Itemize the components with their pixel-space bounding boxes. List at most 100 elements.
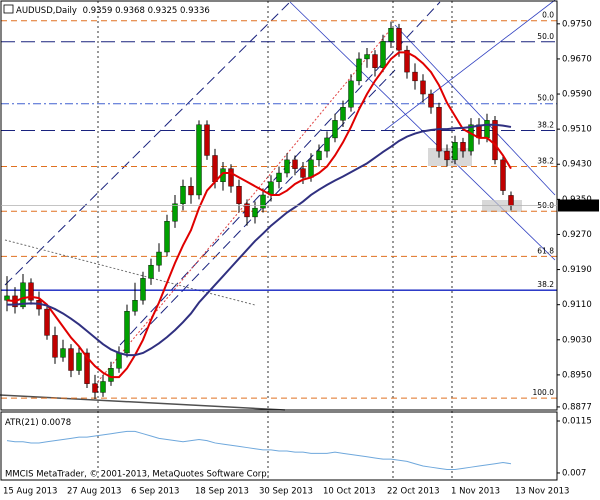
level-label: 50.0 xyxy=(537,32,554,41)
y-tick-label: 0.9190 xyxy=(562,265,592,275)
x-tick-label: 22 Oct 2013 xyxy=(387,487,440,497)
candle-body xyxy=(180,185,186,204)
candle-body xyxy=(28,282,34,301)
atr-value: 0.0078 xyxy=(41,418,71,428)
candle-body xyxy=(404,49,410,73)
candle-body xyxy=(84,352,90,384)
candle-body xyxy=(116,352,122,369)
candle-body xyxy=(444,150,450,161)
candle-body xyxy=(348,80,354,108)
candle-body xyxy=(276,172,282,183)
candle-body xyxy=(20,282,26,308)
candle-body xyxy=(252,207,258,218)
candle-body xyxy=(388,28,394,42)
candle-body xyxy=(340,106,346,121)
channel-line xyxy=(394,24,556,196)
level-label: 38.2 xyxy=(537,120,554,129)
candle-body xyxy=(412,71,418,82)
y-tick-label: 0.9110 xyxy=(562,300,592,310)
x-tick-label: 13 Nov 2013 xyxy=(515,487,569,497)
high: 0.9368 xyxy=(115,6,145,16)
candle-body xyxy=(92,383,98,393)
candle-body xyxy=(380,41,386,68)
level-label: 100.0 xyxy=(533,388,555,397)
candle-body xyxy=(500,159,506,191)
x-tick-label: 1 Nov 2013 xyxy=(451,487,500,497)
candle-body xyxy=(68,348,74,371)
candle-body xyxy=(372,54,378,68)
current-price-box xyxy=(558,199,599,212)
candle-body xyxy=(492,120,498,161)
low: 0.9325 xyxy=(148,6,178,16)
channel-line xyxy=(4,239,256,306)
candle-body xyxy=(396,28,402,51)
header-text: AUDUSD,Daily 0.9359 0.9368 0.9325 0.9336 xyxy=(16,6,210,16)
candle-body xyxy=(420,80,426,95)
candle-body xyxy=(60,348,66,358)
plot xyxy=(4,21,514,400)
atr-tick-label: 0.007 xyxy=(562,468,586,478)
candle-body xyxy=(364,54,370,60)
y-tick-label: 0.9750 xyxy=(562,19,592,29)
atr-label: ATR(21) 0.0078 xyxy=(5,418,71,428)
candle-body xyxy=(356,58,362,82)
candle-body xyxy=(468,124,474,152)
channel-line xyxy=(384,0,556,131)
x-tick-label: 15 Aug 2013 xyxy=(3,487,57,497)
candle-body xyxy=(100,381,106,393)
x-tick-label: 30 Sep 2013 xyxy=(259,487,313,497)
candle-body xyxy=(284,159,290,174)
y-tick-label: 0.9430 xyxy=(562,160,592,170)
candle-body xyxy=(292,159,298,169)
candle-body xyxy=(300,168,306,178)
atr-line xyxy=(6,430,512,470)
level-label: 38.2 xyxy=(537,156,554,165)
candle-body xyxy=(484,120,490,139)
candle-body xyxy=(188,185,194,196)
y-tick-label: 0.9510 xyxy=(562,125,592,135)
candle-body xyxy=(460,142,466,152)
moving-average xyxy=(6,51,512,379)
candle-body xyxy=(124,311,130,354)
candle-body xyxy=(132,300,138,312)
moving-average xyxy=(7,123,512,357)
candle-body xyxy=(508,195,514,206)
symbol: AUDUSD,Daily xyxy=(16,6,77,16)
candle-body xyxy=(212,155,218,183)
level-label: 61.8 xyxy=(537,246,554,255)
candle-body xyxy=(4,295,10,301)
candle-body xyxy=(76,352,82,371)
candle-body xyxy=(204,124,210,156)
atr-name: ATR(21) xyxy=(5,418,39,428)
candle-body xyxy=(428,93,434,108)
copyright: MMCIS MetaTrader, © 2001-2013, MetaQuote… xyxy=(5,470,269,480)
candle-body xyxy=(324,137,330,152)
header-icon xyxy=(3,4,14,14)
candle-body xyxy=(164,221,170,253)
candle-body xyxy=(156,251,162,266)
open: 0.9359 xyxy=(83,6,113,16)
channel-line xyxy=(4,1,291,286)
candle-body xyxy=(140,278,146,301)
candle-body xyxy=(148,264,154,279)
channel-line xyxy=(94,29,391,386)
candle-body xyxy=(452,142,458,161)
y-tick-label: 0.9670 xyxy=(562,54,592,64)
channel-line xyxy=(0,394,286,411)
candle-body xyxy=(52,335,58,358)
candle-body xyxy=(44,308,50,336)
y-tick-label: 0.9030 xyxy=(562,335,592,345)
x-tick-label: 27 Aug 2013 xyxy=(67,487,121,497)
candle-body xyxy=(108,368,114,382)
highlight-box xyxy=(482,200,522,212)
atr-frame xyxy=(0,411,558,481)
y-tick-label: 0.9270 xyxy=(562,230,592,240)
y-tick-label: 0.9590 xyxy=(562,90,592,100)
close: 0.9336 xyxy=(180,6,210,16)
candle-body xyxy=(236,185,242,204)
candle-body xyxy=(228,168,234,187)
level-label: 50.0 xyxy=(537,94,554,103)
current-price-label: 0.9336 xyxy=(561,201,591,211)
